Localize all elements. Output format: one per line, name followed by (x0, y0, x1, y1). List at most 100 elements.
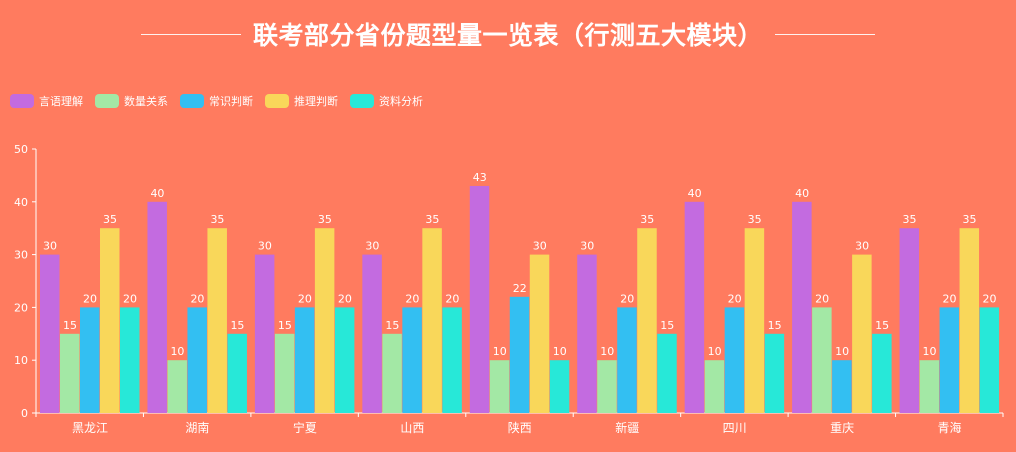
bar (724, 307, 745, 413)
x-tick-label: 湖南 (185, 420, 209, 435)
y-tick-label: 10 (14, 354, 28, 367)
x-tick-label: 四川 (723, 421, 747, 435)
bar (919, 360, 940, 413)
bar (617, 307, 637, 413)
bar-value-label: 20 (405, 292, 419, 305)
x-tick-label: 陕西 (508, 420, 532, 435)
bar (167, 360, 187, 413)
bar (362, 254, 382, 413)
bar (764, 333, 785, 413)
bar-value-label: 20 (123, 292, 137, 305)
bar-value-label: 35 (318, 213, 332, 226)
bar (509, 296, 530, 413)
bar (227, 333, 247, 413)
bar (704, 360, 725, 413)
title-right-rule (775, 33, 875, 35)
bar (549, 360, 570, 413)
bar-value-label: 15 (63, 319, 77, 332)
legend-item[interactable]: 常识判断 (180, 93, 253, 109)
bar-value-label: 30 (533, 240, 547, 253)
chart-title-area: 联考部分省份题型量一览表（行测五大模块） (0, 14, 1016, 54)
bar (334, 307, 355, 413)
bar (402, 307, 422, 413)
legend-swatch (10, 94, 34, 108)
legend-item[interactable]: 推理判断 (265, 93, 338, 109)
bar-value-label: 10 (170, 345, 184, 358)
bar (597, 360, 617, 413)
bar-value-label: 30 (365, 240, 379, 253)
bar-value-label: 15 (385, 319, 399, 332)
title-left-rule (140, 33, 241, 35)
bar-value-label: 20 (983, 292, 997, 305)
bar-value-label: 10 (708, 345, 722, 358)
bar (529, 254, 550, 413)
bar-value-label: 40 (688, 187, 702, 200)
bar-value-label: 20 (338, 292, 352, 305)
bar (852, 254, 872, 413)
bar-value-label: 35 (748, 213, 762, 226)
bar-value-label: 30 (258, 240, 272, 253)
bar-value-label: 40 (795, 187, 809, 200)
bar (254, 254, 275, 413)
bar-value-label: 15 (768, 319, 782, 332)
bar-value-label: 35 (963, 213, 977, 226)
bar (100, 228, 120, 413)
legend-item[interactable]: 资料分析 (350, 93, 423, 109)
y-tick-label: 20 (14, 301, 28, 314)
legend-label: 言语理解 (39, 95, 83, 108)
y-tick-label: 50 (14, 143, 28, 156)
bar (80, 307, 100, 413)
legend-item[interactable]: 言语理解 (10, 93, 83, 109)
bar (959, 228, 980, 413)
bar (637, 228, 657, 413)
legend-swatch (350, 94, 374, 108)
legend-swatch (95, 94, 119, 108)
bar-value-label: 20 (728, 292, 742, 305)
y-tick-label: 40 (14, 196, 28, 209)
bar (979, 307, 1000, 413)
legend-item[interactable]: 数量关系 (95, 93, 168, 109)
bar-value-label: 40 (150, 187, 164, 200)
bar (147, 201, 167, 413)
legend-label: 常识判断 (209, 95, 253, 108)
bar-value-label: 20 (815, 292, 829, 305)
legend-label: 推理判断 (294, 95, 338, 108)
x-tick-label: 青海 (938, 420, 962, 435)
bar-value-label: 20 (298, 292, 312, 305)
bar-value-label: 20 (83, 292, 97, 305)
bar (744, 228, 765, 413)
y-tick-label: 0 (21, 407, 28, 420)
bar (187, 307, 207, 413)
chart-legend: 言语理解 数量关系 常识判断 推理判断 资料分析 (10, 92, 435, 110)
legend-swatch (265, 94, 289, 108)
bar (274, 333, 295, 413)
bar (314, 228, 335, 413)
bar (207, 228, 227, 413)
bar (792, 201, 812, 413)
bar (294, 307, 315, 413)
bar-value-label: 10 (600, 345, 614, 358)
bar (872, 333, 892, 413)
bar (469, 185, 490, 413)
bar-value-label: 35 (425, 213, 439, 226)
bar-value-label: 10 (553, 345, 567, 358)
bar (684, 201, 705, 413)
bar (832, 360, 852, 413)
bar (382, 333, 402, 413)
bar-value-label: 35 (103, 213, 117, 226)
bar-value-label: 10 (923, 345, 937, 358)
bar-value-label: 15 (230, 319, 244, 332)
bar-value-label: 30 (580, 240, 594, 253)
bar (899, 228, 920, 413)
bar (657, 333, 677, 413)
x-tick-label: 宁夏 (293, 420, 317, 435)
bar (40, 254, 60, 413)
bar-value-label: 35 (903, 213, 917, 226)
bar (489, 360, 510, 413)
bar-value-label: 15 (875, 319, 889, 332)
bar-value-label: 35 (210, 213, 224, 226)
bar (442, 307, 462, 413)
x-tick-label: 黑龙江 (72, 421, 108, 435)
bar-value-label: 20 (943, 292, 957, 305)
